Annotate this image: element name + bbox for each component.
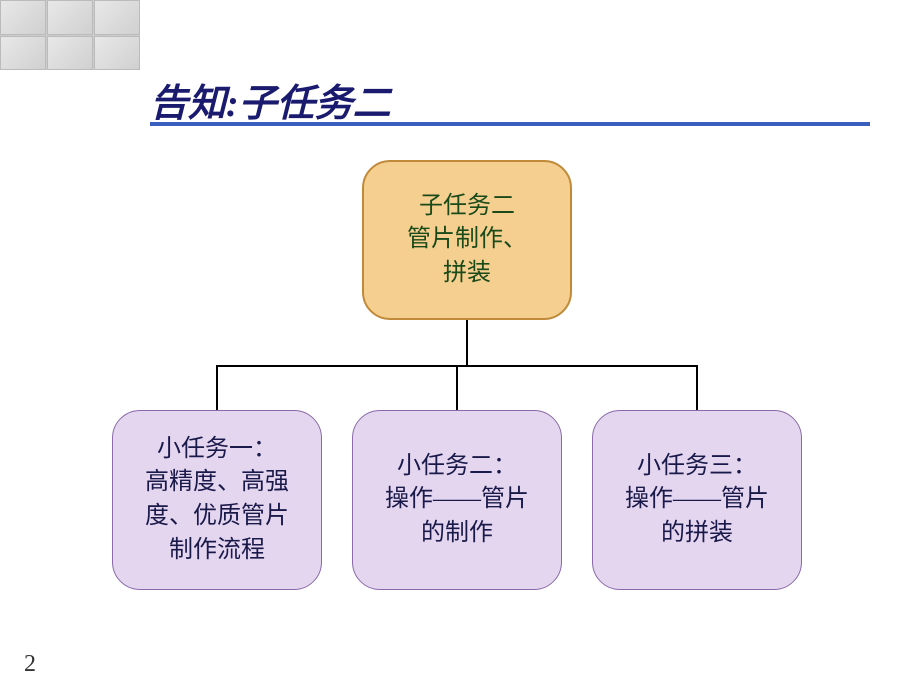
root-line1: 子任务二 [407, 190, 527, 224]
child1-line3: 度、优质管片 [145, 500, 289, 534]
child2-line2: 操作——管片 [385, 483, 529, 517]
connector-child-2 [456, 365, 458, 410]
root-line2: 管片制作、 [407, 223, 527, 257]
child2-line1: 小任务二： [385, 450, 529, 484]
corner-decoration [0, 0, 140, 70]
org-chart-diagram: 子任务二 管片制作、 拼装 小任务一： 高精度、高强 度、优质管片 制作流程 小… [0, 150, 920, 630]
child-node-2: 小任务二： 操作——管片 的制作 [352, 410, 562, 590]
child1-line1: 小任务一： [145, 433, 289, 467]
child3-line1: 小任务三： [625, 450, 769, 484]
connector-child-1 [216, 365, 218, 410]
root-line3: 拼装 [407, 257, 527, 291]
connector-root-drop [466, 320, 468, 365]
page-number: 2 [24, 651, 36, 678]
child-node-1: 小任务一： 高精度、高强 度、优质管片 制作流程 [112, 410, 322, 590]
child1-line2: 高精度、高强 [145, 466, 289, 500]
slide-title: 告知:子任务二 [150, 72, 391, 127]
child-node-3: 小任务三： 操作——管片 的拼装 [592, 410, 802, 590]
title-underline [150, 122, 870, 126]
child2-line3: 的制作 [385, 517, 529, 551]
child3-line3: 的拼装 [625, 517, 769, 551]
root-node: 子任务二 管片制作、 拼装 [362, 160, 572, 320]
child1-line4: 制作流程 [145, 534, 289, 568]
child3-line2: 操作——管片 [625, 483, 769, 517]
connector-child-3 [696, 365, 698, 410]
